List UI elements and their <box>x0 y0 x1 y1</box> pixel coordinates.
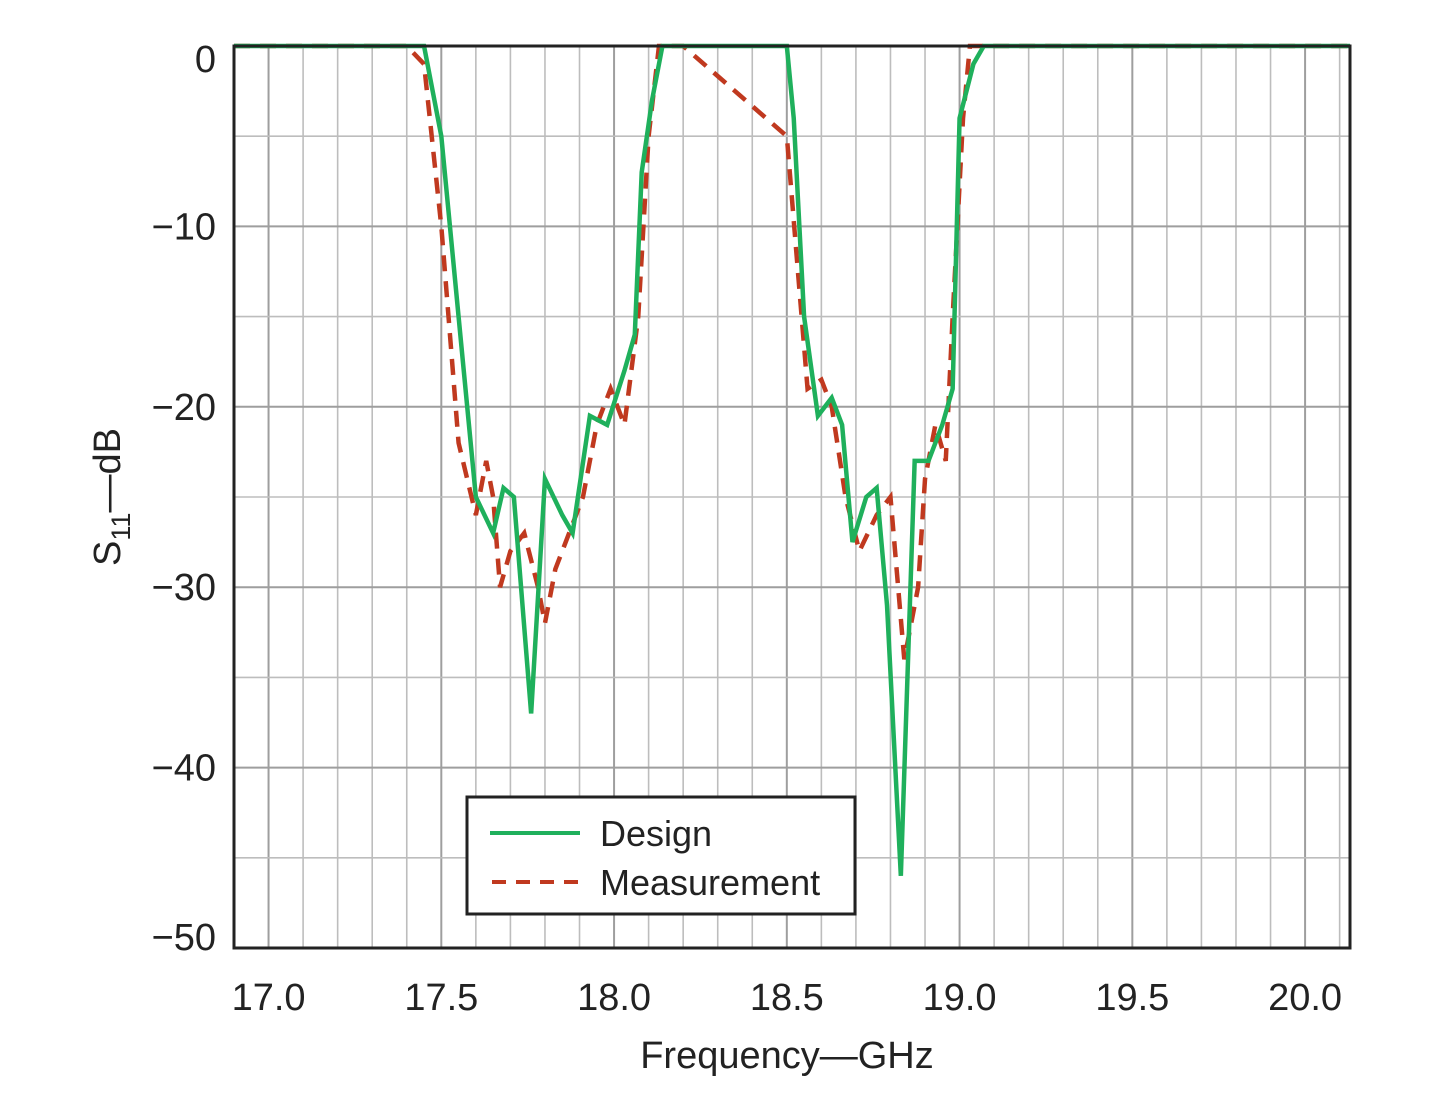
x-tick-label: 17.5 <box>404 977 478 1019</box>
y-axis-title: S11—dB <box>87 428 136 566</box>
series-line-design <box>234 43 1350 876</box>
tick-labels: 17.0 17.5 18.0 18.5 19.0 19.5 20.0 0 −10 −20 −30 −4… <box>152 39 1343 1019</box>
y-tick-label: −50 <box>152 917 216 959</box>
x-tick-label: 17.0 <box>232 977 306 1019</box>
x-tick-label: 18.5 <box>750 977 824 1019</box>
legend: Design Measurement <box>465 795 857 916</box>
x-tick-label: 20.0 <box>1268 977 1342 1019</box>
x-axis-title: Frequency—GHz <box>640 1035 934 1077</box>
x-tick-label: 18.0 <box>577 977 651 1019</box>
x-tick-label: 19.5 <box>1095 977 1169 1019</box>
y-axis-title-subscript: 11 <box>106 513 136 541</box>
svg-text:S11—dB: S11—dB <box>87 428 136 566</box>
y-axis-title-unit: —dB <box>87 428 129 512</box>
y-tick-label: 0 <box>195 39 216 81</box>
y-tick-label: −40 <box>152 748 216 790</box>
y-axis-title-main: S <box>87 541 129 566</box>
y-tick-label: −20 <box>152 387 216 429</box>
x-tick-label: 19.0 <box>923 977 997 1019</box>
y-tick-label: −10 <box>152 206 216 248</box>
legend-label-measurement: Measurement <box>600 862 820 903</box>
legend-box <box>465 795 857 916</box>
y-tick-label: −30 <box>152 567 216 609</box>
series-layer <box>234 43 1350 876</box>
legend-label-design: Design <box>600 813 712 854</box>
plot-frame <box>232 44 1352 950</box>
series-line-measurement <box>234 43 1350 660</box>
